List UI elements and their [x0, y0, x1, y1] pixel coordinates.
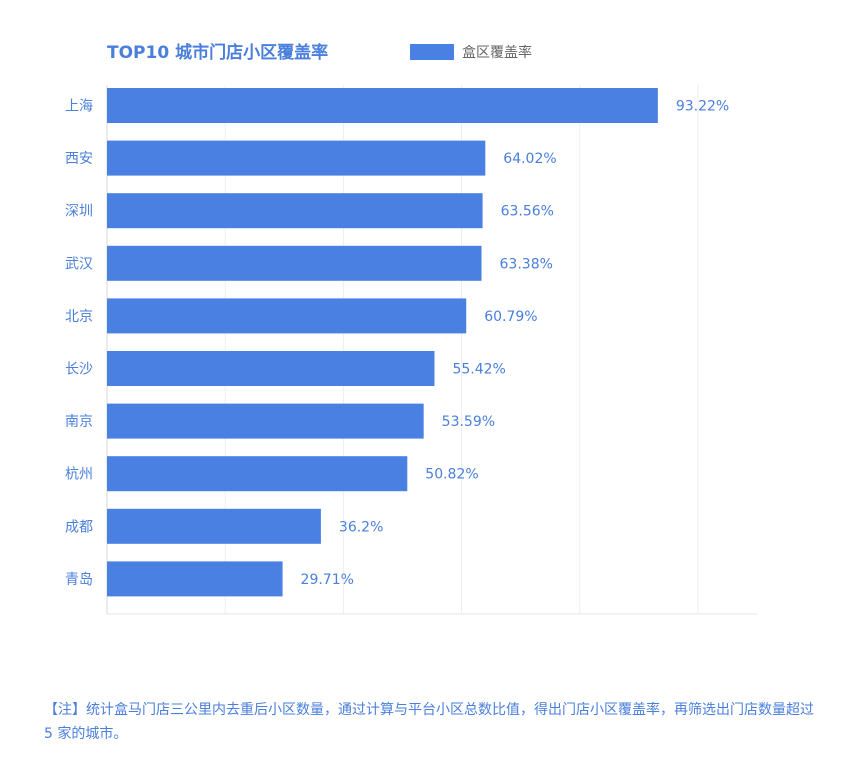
data-label: 63.38%: [500, 256, 553, 272]
bar: [107, 140, 486, 176]
data-label: 63.56%: [501, 204, 554, 220]
data-label: 36.2%: [339, 519, 383, 535]
category-label: 北京: [65, 309, 93, 325]
data-label: 93.22%: [676, 99, 729, 115]
bar: [107, 351, 435, 386]
category-label: 杭州: [65, 467, 93, 483]
footnote: 【注】统计盒马门店三公里内去重后小区数量，通过计算与平台小区总数比值，得出门店小…: [44, 702, 814, 742]
data-label: 29.71%: [301, 572, 354, 588]
data-label: 50.82%: [425, 467, 478, 483]
bar: [107, 403, 424, 439]
bar: [107, 561, 283, 597]
category-label: 武汉: [65, 256, 93, 272]
category-label: 青岛: [65, 572, 93, 588]
data-label: 64.02%: [503, 151, 556, 167]
bar: [107, 298, 467, 334]
category-label: 西安: [65, 151, 93, 167]
chart-title: TOP10 城市门店小区覆盖率: [107, 43, 329, 63]
category-label: 深圳: [65, 204, 93, 220]
legend-swatch: [410, 44, 454, 60]
bar-chart: 上海 93.22% 西安 64.02% 深圳 63.56% 武汉 63.38% 北京 60.79%…: [65, 85, 757, 615]
category-label: 上海: [65, 99, 93, 115]
bar: [107, 193, 483, 229]
legend-label: 盒区覆盖率: [462, 45, 532, 61]
bar: [107, 508, 321, 544]
category-label: 长沙: [65, 362, 93, 378]
category-label: 南京: [65, 414, 93, 430]
data-label: 55.42%: [452, 362, 505, 378]
bar: [107, 88, 658, 123]
legend: 盒区覆盖率: [410, 42, 532, 62]
data-label: 53.59%: [442, 414, 495, 430]
category-label: 成都: [65, 519, 93, 535]
bar: [107, 456, 408, 492]
bar: [107, 245, 482, 281]
data-label: 60.79%: [484, 309, 537, 325]
